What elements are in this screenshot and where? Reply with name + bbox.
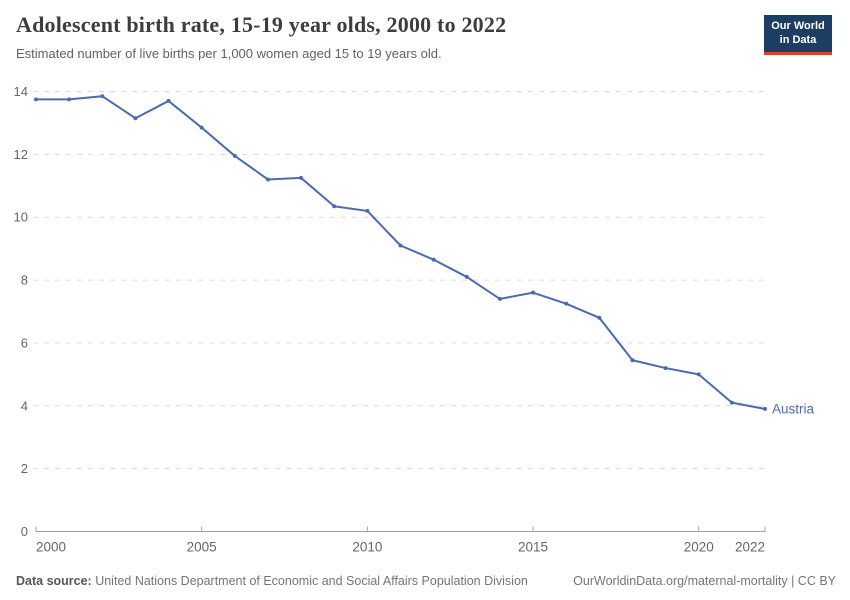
data-source-label: Data source: — [16, 574, 92, 588]
data-point[interactable] — [464, 274, 469, 279]
data-point[interactable] — [100, 94, 105, 99]
data-point[interactable] — [763, 406, 767, 411]
data-point[interactable] — [663, 366, 668, 371]
x-axis-tick-label: 2000 — [36, 540, 66, 555]
y-axis-tick-label: 2 — [21, 461, 28, 476]
x-axis-tick-label: 2020 — [684, 540, 714, 555]
data-point[interactable] — [199, 125, 204, 130]
data-point[interactable] — [365, 208, 370, 213]
data-point[interactable] — [299, 175, 304, 180]
chart-subtitle: Estimated number of live births per 1,00… — [16, 46, 442, 61]
x-axis-tick-label: 2010 — [352, 540, 382, 555]
owid-logo[interactable]: Our World in Data — [764, 15, 832, 55]
data-source-text: United Nations Department of Economic an… — [91, 574, 528, 588]
y-axis-tick-label: 14 — [14, 84, 28, 99]
data-point[interactable] — [531, 290, 536, 295]
data-source: Data source: United Nations Department o… — [16, 574, 528, 588]
chart-title: Adolescent birth rate, 15-19 year olds, … — [16, 12, 507, 37]
data-point[interactable] — [497, 296, 502, 301]
series-end-label[interactable]: Austria — [772, 401, 815, 416]
owid-logo-line2: in Data — [779, 33, 817, 46]
x-axis-tick-label: 2015 — [518, 540, 548, 555]
data-point[interactable] — [729, 400, 734, 405]
y-axis-tick-label: 0 — [21, 524, 28, 539]
data-point[interactable] — [232, 153, 237, 158]
data-point[interactable] — [597, 315, 602, 320]
data-point[interactable] — [431, 257, 436, 262]
y-axis-tick-label: 10 — [14, 210, 28, 225]
y-axis-tick-label: 6 — [21, 335, 28, 350]
data-point[interactable] — [265, 177, 270, 182]
data-point[interactable] — [34, 97, 38, 102]
series-line[interactable] — [35, 95, 766, 410]
data-point[interactable] — [630, 358, 635, 363]
chart-footer: Data source: United Nations Department o… — [16, 574, 836, 588]
data-point[interactable] — [166, 98, 171, 103]
owid-logo-line1: Our World — [771, 20, 825, 32]
owid-url-license[interactable]: OurWorldinData.org/maternal-mortality | … — [573, 574, 836, 588]
data-point[interactable] — [696, 372, 701, 377]
y-axis-tick-label: 12 — [14, 147, 28, 162]
data-point[interactable] — [332, 204, 337, 209]
y-axis-tick-label: 4 — [21, 398, 28, 413]
data-point[interactable] — [67, 97, 72, 102]
data-point[interactable] — [133, 116, 138, 121]
y-axis-tick-label: 8 — [21, 273, 28, 288]
data-point[interactable] — [564, 301, 569, 306]
x-axis-tick-label: 2005 — [187, 540, 217, 555]
data-point[interactable] — [398, 243, 403, 248]
x-axis-tick-label: 2022 — [735, 540, 765, 555]
